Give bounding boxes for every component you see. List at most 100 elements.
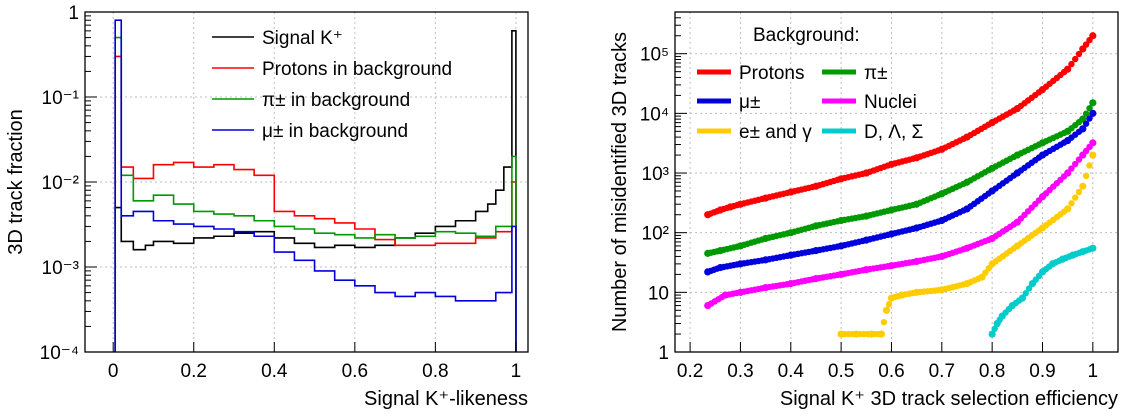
trail-point: [1068, 200, 1074, 206]
trail-point: [1036, 273, 1042, 279]
trail-point: [985, 121, 991, 127]
trail-point: [759, 236, 765, 242]
trail-point: [1016, 297, 1022, 303]
trail-point: [1072, 56, 1078, 62]
right-x-axis-label: Signal K⁺ 3D track selection efficiency: [780, 388, 1118, 410]
trail-point: [834, 243, 840, 249]
trail-point: [875, 331, 881, 337]
trail-point: [759, 196, 765, 202]
trail-point: [714, 208, 720, 214]
trail-point: [1061, 139, 1067, 145]
left-x-axis-label: Signal K⁺-likeness: [364, 388, 528, 410]
trail-point: [1036, 154, 1042, 160]
x-tick-label: 0.3: [727, 361, 753, 382]
legend-label: Protons: [739, 63, 804, 84]
trail-point: [895, 293, 901, 299]
trail-point: [960, 181, 966, 187]
x-tick-label: 0.8: [979, 361, 1005, 382]
x-tick-label: 0.2: [677, 361, 703, 382]
trail-point: [1011, 221, 1017, 227]
trail-point: [719, 294, 725, 300]
trail-point: [733, 290, 739, 296]
trail-point: [1056, 258, 1062, 264]
trail-point: [784, 230, 790, 236]
x-tick-label: 0: [108, 361, 119, 382]
legend-label: π± in background: [262, 90, 410, 111]
trail-point: [849, 331, 855, 337]
trail-point: [834, 272, 840, 278]
trail-point: [985, 190, 991, 196]
y-tick-label: 1: [68, 3, 79, 24]
trail-point: [1076, 250, 1082, 256]
trail-point: [885, 162, 891, 168]
trail-point: [859, 238, 865, 244]
trail-point: [885, 232, 891, 238]
trail-point: [834, 177, 840, 183]
trail-point: [1036, 141, 1042, 147]
trail-point: [734, 202, 740, 208]
trail-point: [864, 331, 870, 337]
trail-point: [1086, 37, 1092, 43]
legend-label: Protons in background: [262, 59, 452, 80]
x-tick-label: 0.4: [261, 361, 288, 382]
x-tick-label: 0.9: [1029, 361, 1055, 382]
trail-point: [759, 257, 765, 263]
trail-point: [910, 290, 916, 296]
trail-point: [985, 237, 991, 243]
trail-point: [881, 319, 887, 325]
left-y-axis-label: 3D track fraction: [5, 109, 27, 255]
trail-point: [859, 171, 865, 177]
data-point: [1089, 151, 1096, 158]
y-tick-label: 10: [648, 283, 669, 304]
trail-point: [724, 205, 730, 211]
x-tick-label: 0.6: [878, 361, 904, 382]
trail-point: [1083, 173, 1089, 179]
trail-point: [986, 265, 992, 271]
data-point: [1079, 183, 1086, 190]
trail-point: [935, 192, 941, 198]
trail-point: [1061, 173, 1067, 179]
trail-point: [784, 281, 790, 287]
trail-point: [734, 261, 740, 267]
trail-point: [1036, 89, 1042, 95]
legend-label: D, Λ, Σ: [864, 122, 923, 143]
trail-point: [1011, 245, 1017, 251]
x-tick-label: 0.6: [342, 361, 368, 382]
trail-point: [1066, 253, 1072, 259]
trail-point: [1076, 119, 1082, 125]
trail-point: [1036, 227, 1042, 233]
trail-point: [1076, 51, 1082, 57]
trail-point: [935, 254, 941, 260]
trail-point: [960, 246, 966, 252]
trail-point: [885, 263, 891, 269]
trail-point: [1006, 306, 1012, 312]
trail-point: [910, 259, 916, 265]
y-tick-label: 10⁻⁴: [40, 343, 79, 364]
trail-point: [1036, 197, 1042, 203]
trail-point: [975, 276, 981, 282]
trail-point: [885, 208, 891, 214]
trail-point: [996, 317, 1002, 323]
trail-point: [910, 202, 916, 208]
x-tick-label: 0.2: [181, 361, 207, 382]
x-tick-label: 0.8: [422, 361, 448, 382]
trail-point: [935, 287, 941, 293]
x-tick-label: 1: [511, 361, 522, 382]
legend-label: Signal K⁺: [262, 28, 343, 49]
trail-point: [1061, 69, 1067, 75]
trail-point: [935, 147, 941, 153]
data-point: [883, 307, 890, 314]
trail-point: [809, 276, 815, 282]
y-tick-label: 10⁻¹: [42, 88, 80, 109]
trail-point: [714, 265, 720, 271]
trail-point: [935, 218, 941, 224]
legend-label: μ± in background: [262, 121, 408, 142]
trail-point: [1072, 194, 1078, 200]
trail-point: [1061, 130, 1067, 136]
trail-point: [985, 167, 991, 173]
trail-point: [784, 253, 790, 259]
y-tick-label: 1: [658, 343, 669, 364]
right-legend-title: Background:: [753, 25, 860, 46]
trail-point: [1086, 115, 1092, 121]
